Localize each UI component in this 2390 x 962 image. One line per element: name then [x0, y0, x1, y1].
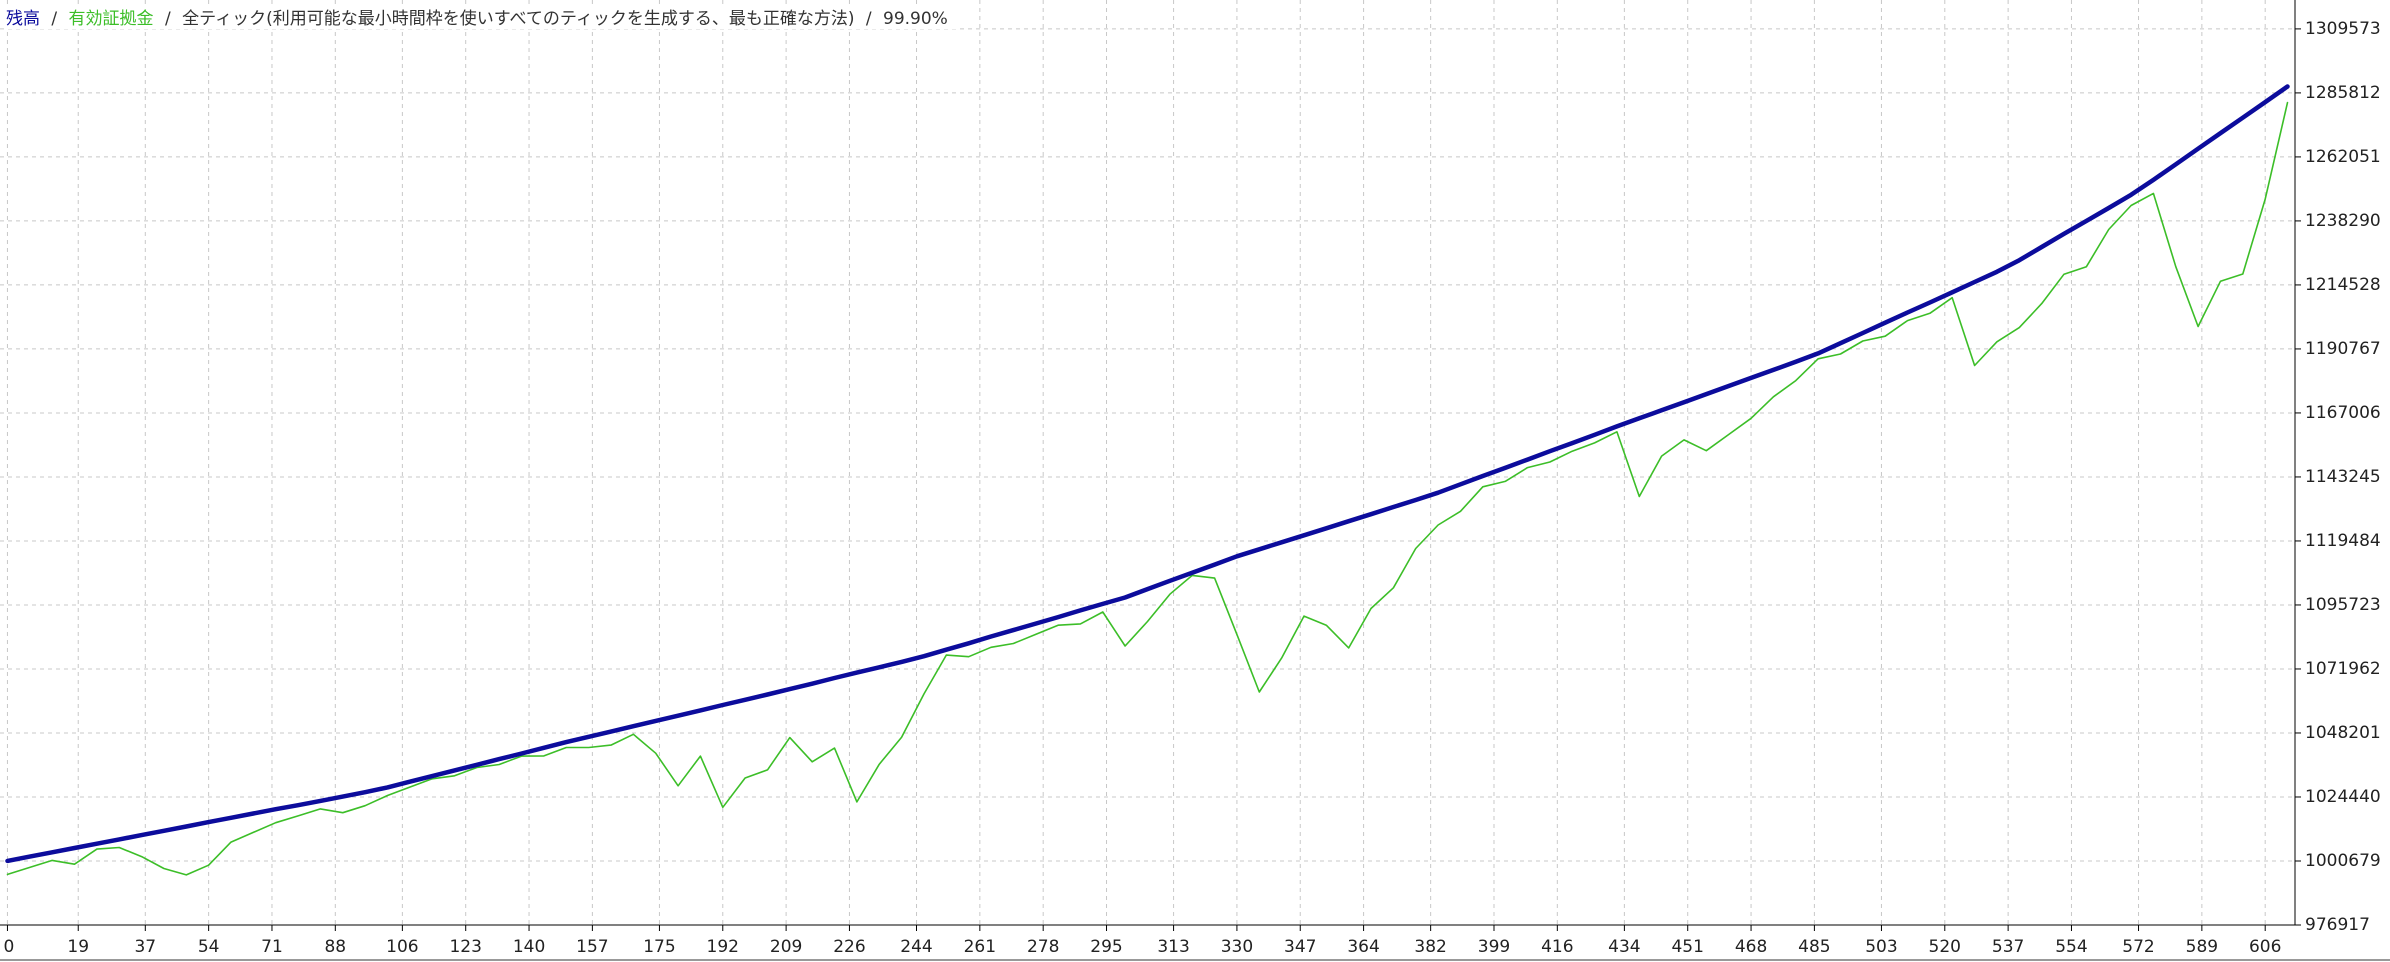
x-tick-label: 19 — [67, 937, 89, 957]
y-tick-label: 1095723 — [2305, 595, 2381, 615]
x-tick-label: 54 — [198, 937, 220, 957]
x-tick-label: 106 — [386, 937, 418, 957]
series-line — [6, 101, 2289, 876]
legend-equity: 有効証拠金 — [68, 9, 154, 29]
x-tick-label: 37 — [134, 937, 156, 957]
x-tick-label: 434 — [1608, 937, 1640, 957]
y-tick-label: 1119484 — [2305, 531, 2381, 551]
x-tick-label: 209 — [770, 937, 802, 957]
x-tick-label: 606 — [2249, 937, 2281, 957]
x-tick-label: 0 — [3, 937, 14, 957]
x-tick-label: 572 — [2122, 937, 2154, 957]
x-tick-label: 520 — [1929, 937, 1961, 957]
x-tick-label: 123 — [449, 937, 481, 957]
x-tick-label: 451 — [1671, 937, 1703, 957]
y-tick-label: 976917 — [2305, 915, 2370, 935]
separator: / — [865, 9, 872, 29]
x-tick-label: 589 — [2186, 937, 2218, 957]
x-tick-label: 554 — [2055, 937, 2087, 957]
quality: 99.90% — [883, 9, 948, 29]
y-tick-label: 1238290 — [2305, 211, 2381, 231]
x-tick-label: 330 — [1221, 937, 1253, 957]
separator: / — [51, 9, 58, 29]
y-tick-label: 1167006 — [2305, 403, 2381, 423]
x-tick-label: 88 — [324, 937, 346, 957]
y-tick-label: 1262051 — [2305, 147, 2381, 167]
y-tick-label: 1214528 — [2305, 275, 2381, 295]
y-tick-label: 1024440 — [2305, 787, 2381, 807]
y-tick-label: 1190767 — [2305, 339, 2381, 359]
x-tick-label: 157 — [576, 937, 608, 957]
x-tick-label: 399 — [1478, 937, 1510, 957]
y-tick-label: 1143245 — [2305, 467, 2381, 487]
y-tick-label: 1048201 — [2305, 723, 2381, 743]
x-tick-label: 261 — [964, 937, 996, 957]
x-tick-label: 295 — [1090, 937, 1122, 957]
test-mode: 全ティック(利用可能な最小時間枠を使いすべてのティックを生成する、最も正確な方法… — [182, 9, 855, 29]
series-line — [5, 84, 2290, 864]
y-tick-label: 1285812 — [2305, 83, 2381, 103]
x-tick-label: 175 — [643, 937, 675, 957]
x-tick-label: 347 — [1284, 937, 1316, 957]
x-tick-label: 140 — [513, 937, 545, 957]
x-tick-label: 364 — [1347, 937, 1379, 957]
x-tick-label: 192 — [707, 937, 739, 957]
x-tick-label: 537 — [1992, 937, 2024, 957]
x-tick-label: 71 — [261, 937, 283, 957]
x-tick-label: 416 — [1541, 937, 1573, 957]
x-tick-label: 485 — [1798, 937, 1830, 957]
x-tick-label: 503 — [1865, 937, 1897, 957]
legend-balance: 残高 — [6, 9, 40, 29]
y-tick-label: 1309573 — [2305, 19, 2381, 39]
x-tick-label: 382 — [1414, 937, 1446, 957]
x-tick-label: 226 — [833, 937, 865, 957]
x-tick-label: 313 — [1157, 937, 1189, 957]
y-tick-label: 1000679 — [2305, 851, 2381, 871]
y-tick-label: 1071962 — [2305, 659, 2381, 679]
x-tick-label: 468 — [1735, 937, 1767, 957]
x-tick-label: 244 — [900, 937, 932, 957]
x-tick-label: 278 — [1027, 937, 1059, 957]
chart-header: 残高 / 有効証拠金 / 全ティック(利用可能な最小時間枠を使いすべてのティック… — [4, 4, 956, 29]
separator: / — [164, 9, 171, 29]
